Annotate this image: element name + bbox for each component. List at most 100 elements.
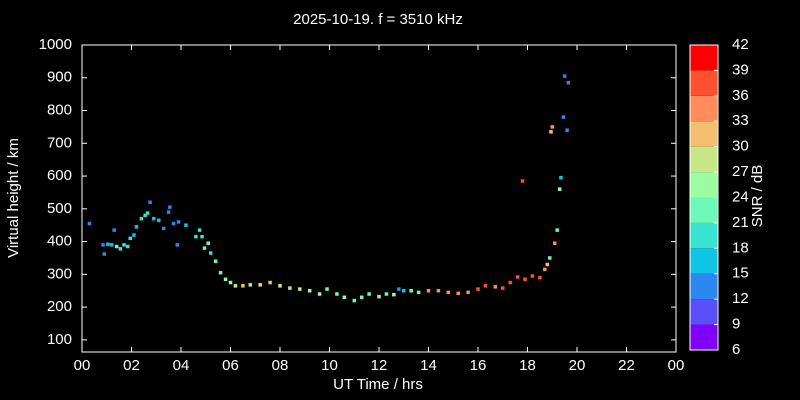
data-point [228,280,233,285]
x-tick-label: 06 [222,357,239,374]
data-point [520,179,525,183]
x-tick-label: 00 [74,357,91,374]
data-point [493,285,498,289]
data-point [446,290,451,295]
data-point [426,288,431,293]
colorbar-tick-label: 24 [732,188,749,205]
data-point [549,130,553,134]
data-point [562,74,567,78]
colorbar-tick-label: 33 [732,112,749,129]
data-point [101,243,105,247]
data-point [208,251,213,255]
x-tick-label: 20 [569,357,586,374]
y-tick-label: 1000 [39,36,72,53]
y-tick-label: 700 [47,134,72,151]
data-point [132,233,136,237]
data-point [213,259,218,263]
data-point [476,287,480,291]
data-point [288,286,292,290]
data-point [114,244,119,249]
data-point [538,275,542,280]
x-tick-label: 18 [519,357,536,374]
data-point [128,236,133,241]
data-point [548,256,552,260]
x-tick-label: 02 [123,357,140,374]
colorbar-band [690,299,718,325]
colorbar-band [690,95,718,122]
colorbar-band [690,324,718,350]
data-point [501,286,505,290]
x-tick-label: 08 [272,357,289,374]
data-point [352,298,356,303]
data-point [248,283,253,287]
data-point [156,218,161,223]
colorbar-band [690,146,718,173]
data-point [342,295,347,300]
y-tick-label: 100 [47,331,72,348]
x-tick-label: 12 [371,357,388,374]
data-point [268,280,272,285]
data-point [325,287,329,291]
data-point [397,287,401,291]
data-point [543,267,547,272]
x-tick-label: 00 [668,357,685,374]
data-point [377,294,381,299]
data-point [530,274,535,278]
y-tick-label: 300 [47,265,72,282]
colorbar-tick-label: 15 [732,265,749,282]
data-point [202,246,207,250]
colorbar-band [690,197,718,223]
data-point [409,288,413,293]
data-point [508,280,512,285]
data-point [307,288,312,293]
data-point [184,223,188,227]
chart-title: 2025-10-19. f = 3510 kHz [293,11,463,28]
data-point [166,210,171,214]
colorbar-tick-label: 9 [732,316,740,333]
data-point [152,216,156,221]
data-point [102,252,107,256]
data-point [223,277,228,282]
colorbar-tick-label: 42 [732,36,749,53]
data-point [106,242,110,246]
data-point [200,234,204,239]
data-point [122,243,126,247]
data-point [565,128,569,132]
y-tick-label: 400 [47,233,72,250]
y-tick-label: 900 [47,69,72,86]
data-point [557,187,562,191]
colorbar-band [690,172,718,198]
data-point [523,277,527,282]
y-tick-label: 600 [47,167,72,184]
y-axis-label: Virtual height / km [5,138,22,258]
colorbar-tick-label: 18 [732,239,749,256]
data-point [139,216,144,221]
data-point [436,288,441,293]
data-point [359,295,364,300]
colorbar-tick-label: 39 [732,61,749,78]
data-point [218,270,223,275]
data-point [552,241,557,245]
data-point [483,284,488,288]
colorbar-tick-label: 12 [732,290,749,307]
data-point [171,221,176,226]
data-point [145,211,150,215]
x-tick-label: 16 [470,357,487,374]
y-tick-label: 500 [47,200,72,217]
colorbar-tick-label: 6 [732,341,740,358]
colorbar-label: SNR / dB [749,165,766,228]
colorbar-band [690,222,718,249]
data-point [298,287,302,291]
data-point [87,221,92,226]
data-point [258,283,262,287]
data-point [233,284,238,288]
data-point [335,292,339,296]
data-point [134,225,139,229]
data-point [175,243,180,247]
data-point [566,80,571,85]
colorbar-tick-label: 21 [732,214,749,231]
data-point [561,115,566,119]
data-point [194,234,198,239]
data-point [126,244,130,249]
data-point [559,175,563,180]
